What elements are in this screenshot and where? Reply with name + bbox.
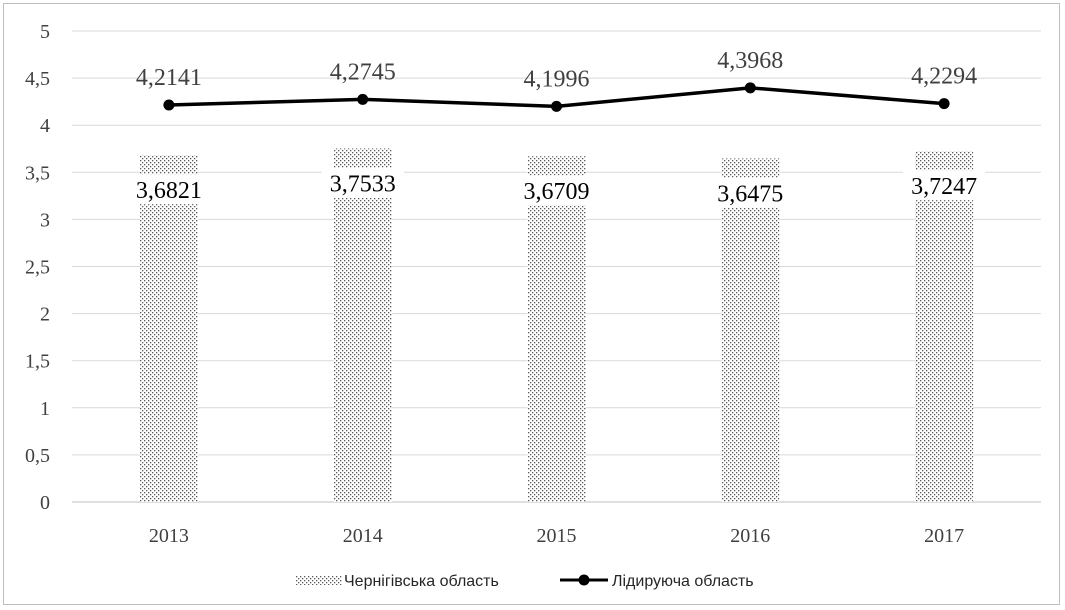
line-series [163, 82, 950, 112]
y-tick-label: 2 [40, 304, 50, 326]
bar [527, 156, 586, 502]
chart-frame: 0 0,5 1 1,5 2 2,5 3 3,5 4 4,5 5 3,6821 3,7533 3,6709… [3, 3, 1060, 605]
y-tick-label: 2,5 [25, 257, 50, 279]
y-tick-label: 4,5 [25, 68, 50, 90]
x-tick-label: 2014 [343, 525, 383, 547]
chart-svg: 0 0,5 1 1,5 2 2,5 3 3,5 4 4,5 5 3,6821 3,7533 3,6709… [25, 21, 1041, 590]
bar-label-background [903, 170, 986, 201]
legend-swatch-marker [578, 574, 590, 586]
line-marker [551, 100, 562, 112]
bar-value-label: 3,6821 [136, 178, 202, 204]
bar [333, 148, 392, 502]
legend-label-bar: Чернігівська область [344, 573, 499, 590]
bar-value-labels: 3,6821 3,7533 3,6709 3,6475 3,7247 [127, 167, 986, 208]
y-axis-tick-labels: 0 0,5 1 1,5 2 2,5 3 3,5 4 4,5 5 [25, 21, 50, 514]
bar [721, 158, 780, 502]
line-value-label: 4,2745 [330, 59, 396, 85]
bar [139, 155, 198, 502]
x-tick-label: 2016 [730, 525, 770, 547]
bar-label-background [515, 175, 598, 206]
y-tick-label: 5 [40, 21, 50, 43]
legend-swatch-bar [296, 576, 342, 585]
line-value-label: 4,1996 [524, 66, 590, 92]
bar-label-background [709, 177, 792, 208]
line-value-label: 4,3968 [717, 48, 783, 74]
line-value-label: 4,2141 [136, 65, 202, 91]
x-tick-label: 2013 [149, 525, 189, 547]
y-tick-label: 1,5 [25, 351, 50, 373]
x-tick-label: 2015 [537, 525, 577, 547]
bar-value-label: 3,6475 [717, 181, 783, 207]
bar-value-label: 3,7533 [330, 171, 396, 197]
y-tick-label: 1 [40, 398, 50, 420]
bar-label-background [321, 167, 404, 198]
line-marker [163, 99, 175, 111]
y-tick-label: 0 [40, 492, 50, 514]
y-tick-label: 3,5 [25, 162, 50, 184]
y-tick-label: 4 [40, 115, 50, 137]
line-marker [744, 82, 756, 94]
line-marker [938, 98, 950, 110]
bar [915, 151, 974, 503]
bar-series [139, 148, 974, 503]
bar-value-label: 3,7247 [911, 174, 977, 200]
bar-value-label: 3,6709 [524, 179, 590, 205]
legend-label-line: Лідируюча область [612, 573, 754, 590]
x-tick-label: 2017 [924, 525, 964, 547]
y-tick-label: 0,5 [25, 445, 50, 467]
x-axis-tick-labels: 2013 2014 2015 2016 2017 [149, 525, 964, 547]
legend: Чернігівська область Лідируюча область [296, 573, 754, 590]
bar-label-background [127, 174, 210, 205]
line-marker [357, 93, 369, 105]
line-value-label: 4,2294 [911, 64, 977, 90]
line-value-labels: 4,2141 4,2745 4,1996 4,3968 4,2294 [136, 48, 977, 93]
y-tick-label: 3 [40, 209, 50, 231]
